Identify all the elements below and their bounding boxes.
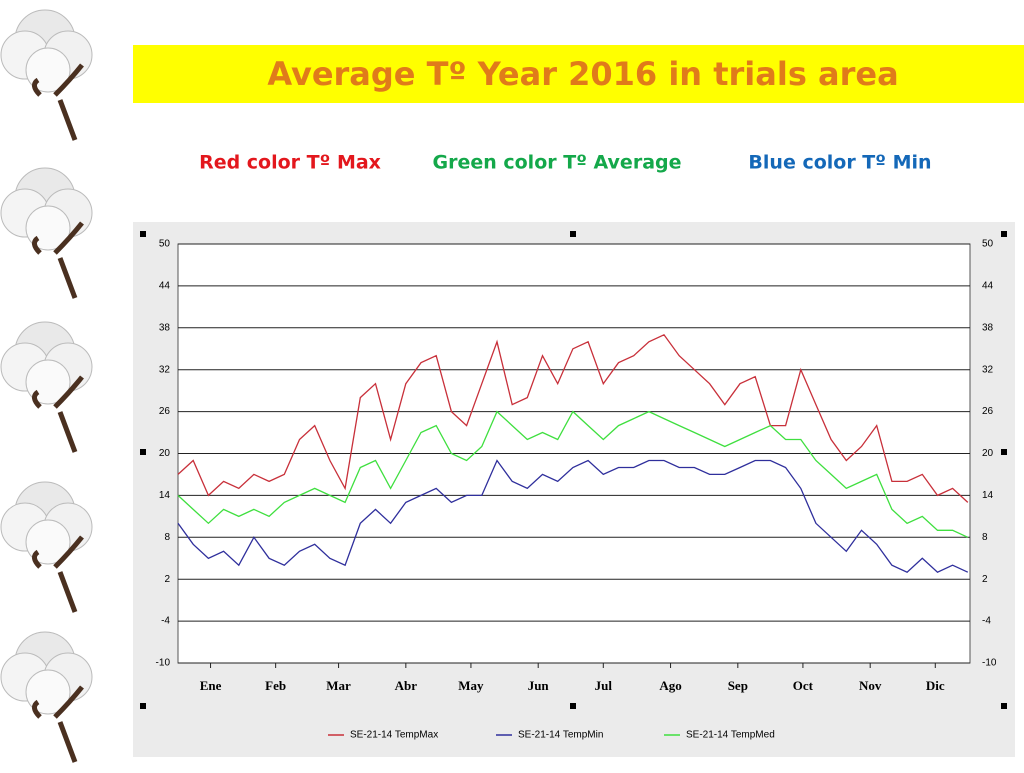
series-line — [177, 333, 969, 503]
series-line — [177, 459, 969, 573]
captions: Red color Tº Max Green color Tº Average Bl… — [199, 152, 932, 174]
y-tick-label: 44 — [159, 281, 171, 292]
y2-tick-label: 8 — [982, 532, 988, 543]
y-tick-label: -10 — [156, 658, 171, 669]
x-tick-label: Feb — [265, 678, 286, 693]
y-tick-label: 20 — [159, 448, 171, 459]
x-tick-label: May — [458, 678, 484, 693]
caption: Red color Tº Max — [199, 152, 381, 174]
y2-tick-label: 44 — [982, 281, 994, 292]
y-tick-label: 26 — [159, 406, 171, 417]
title-banner — [133, 45, 1024, 103]
x-tick-label: Nov — [859, 678, 882, 693]
x-tick-label: Jul — [595, 678, 613, 693]
y2-tick-label: -10 — [982, 658, 997, 669]
y-tick-label: 50 — [159, 239, 171, 250]
y2-tick-label: 20 — [982, 448, 994, 459]
series-line — [177, 410, 969, 538]
x-tick-label: Mar — [326, 678, 351, 693]
y2-tick-label: -4 — [982, 616, 991, 627]
slide-title: Average Tº Year 2016 in trials area — [267, 55, 898, 93]
chart: -10 -10 -4 -4 2 2 8 8 14 14 20 20 26 26 32 32 38 38 44 44 50… — [156, 239, 997, 741]
caption: Green color Tº Average — [432, 152, 681, 174]
y-tick-label: 14 — [159, 490, 171, 501]
y2-tick-label: 32 — [982, 364, 994, 375]
y2-tick-label: 2 — [982, 574, 988, 585]
y-tick-label: 38 — [159, 322, 171, 333]
y-tick-label: 8 — [164, 532, 170, 543]
x-tick-label: Abr — [395, 678, 418, 693]
caption: Blue color Tº Min — [748, 152, 931, 174]
y2-tick-label: 38 — [982, 322, 994, 333]
x-tick-label: Ene — [200, 678, 222, 693]
x-tick-label: Dic — [926, 678, 945, 693]
y-tick-label: 2 — [164, 574, 170, 585]
selection-handles — [140, 231, 1007, 709]
x-tick-label: Sep — [728, 678, 748, 693]
x-tick-label: Ago — [659, 678, 681, 693]
cotton-decoration — [1, 10, 92, 762]
y2-tick-label: 14 — [982, 490, 994, 501]
legend-label: SE-21-14 TempMax — [350, 730, 438, 741]
x-tick-label: Oct — [793, 678, 814, 693]
y2-tick-label: 26 — [982, 406, 994, 417]
x-tick-label: Jun — [528, 678, 550, 693]
y-tick-label: 32 — [159, 364, 171, 375]
legend-label: SE-21-14 TempMed — [686, 730, 775, 741]
legend-label: SE-21-14 TempMin — [518, 730, 603, 741]
y-tick-label: -4 — [161, 616, 170, 627]
y2-tick-label: 50 — [982, 239, 994, 250]
